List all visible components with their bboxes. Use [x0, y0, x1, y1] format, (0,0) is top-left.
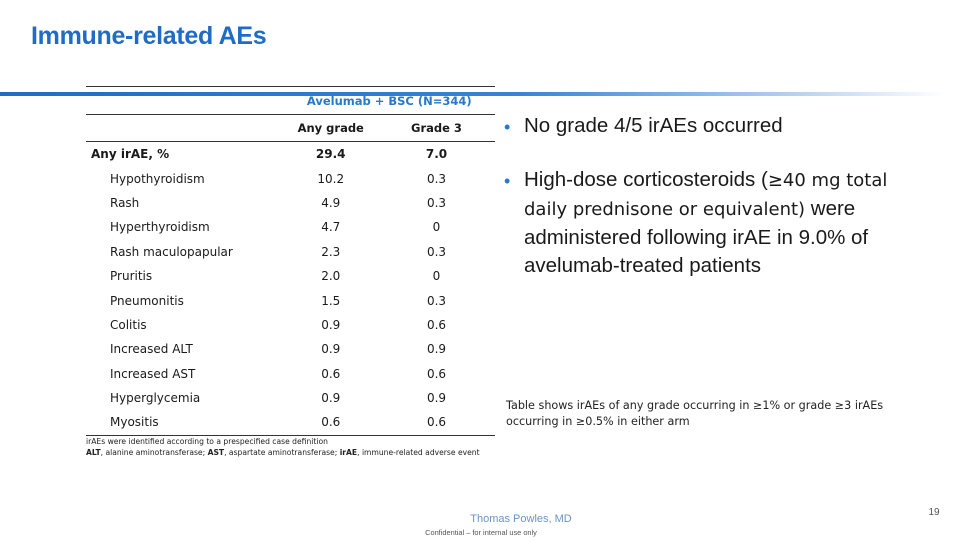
footnote-definition: irAEs were identified according to a pre…: [86, 437, 328, 446]
arm-header: Avelumab + BSC (N=344): [283, 86, 495, 115]
grade3-value: 0.6: [426, 317, 447, 332]
table-row: Pruritis 2.0 0: [86, 264, 495, 288]
table-row: Rash maculopapular 2.3 0.3: [86, 240, 495, 264]
grade3-value: 7.0: [425, 147, 448, 162]
bullet-item: • High-dose corticosteroids (≥40 mg tota…: [504, 166, 894, 280]
any-grade-value: 2.0: [321, 269, 341, 284]
row-label: Hypothyroidism: [110, 171, 205, 186]
column-header-label: [86, 114, 284, 142]
slide-title: Immune-related AEs: [31, 22, 267, 50]
table-row: Colitis 0.9 0.6: [86, 313, 495, 337]
bullet-dot-icon: •: [504, 171, 511, 191]
table-footnote: irAEs were identified according to a pre…: [86, 436, 516, 458]
bullet-text: No grade 4/5 irAEs occurred: [524, 114, 783, 137]
abbr-term: AST: [207, 448, 225, 457]
table-arm-header-row: Avelumab + BSC (N=344): [86, 86, 495, 115]
any-grade-value: 4.9: [321, 195, 341, 210]
grade3-value: 0.9: [426, 342, 447, 357]
bullet-dot-icon: •: [504, 117, 511, 137]
confidential-notice: Confidential – for internal use only: [425, 528, 537, 537]
footnote-abbreviations: ALT, alanine aminotransferase; AST, aspa…: [86, 447, 516, 458]
abbr-term: irAE: [339, 448, 358, 457]
table-column-header-row: Any grade Grade 3: [86, 114, 495, 142]
row-label: Colitis: [110, 317, 147, 332]
column-header-grade3: Grade 3: [377, 114, 495, 142]
bullet-list: • No grade 4/5 irAEs occurred • High-dos…: [504, 112, 894, 304]
table-row: Myositis 0.6 0.6: [86, 410, 495, 436]
row-label: Pruritis: [110, 269, 153, 284]
table-row: Increased AST 0.6 0.6: [86, 362, 495, 386]
column-header-any-grade: Any grade: [283, 114, 378, 142]
row-label: Myositis: [86, 410, 284, 436]
grade3-value: 0.6: [377, 410, 495, 436]
grade3-value: 0.3: [426, 195, 447, 210]
any-grade-value: 0.9: [321, 342, 341, 357]
row-label: Rash: [110, 195, 140, 210]
any-grade-value: 0.9: [321, 317, 341, 332]
bullet-item: • No grade 4/5 irAEs occurred: [504, 112, 894, 142]
row-label: Pneumonitis: [110, 293, 184, 308]
row-label: Hyperthyroidism: [110, 220, 210, 235]
irae-table: Avelumab + BSC (N=344) Any grade Grade 3…: [86, 86, 495, 436]
grade3-value: 0.9: [426, 391, 447, 406]
table-row: Pneumonitis 1.5 0.3: [86, 288, 495, 312]
table-row: Rash 4.9 0.3: [86, 191, 495, 215]
bullet-text: High-dose corticosteroids (≥40 mg total …: [524, 166, 894, 280]
table-row: Increased ALT 0.9 0.9: [86, 337, 495, 361]
abbr-term: ALT: [86, 448, 101, 457]
grade3-value: 0.3: [426, 171, 447, 186]
abbr-definition: , immune-related adverse event: [357, 448, 480, 457]
any-grade-value: 0.6: [283, 410, 378, 436]
page-number: 19: [928, 507, 940, 518]
bullet-text-pre: High-dose corticosteroids (: [524, 168, 768, 191]
grade3-value: 0.3: [426, 244, 447, 259]
any-grade-value: 10.2: [317, 171, 345, 186]
grade3-value: 0.6: [426, 366, 447, 381]
grade3-value: 0: [432, 220, 441, 235]
grade3-value: 0.3: [426, 293, 447, 308]
any-grade-value: 0.6: [321, 366, 341, 381]
abbr-definition: , aspartate aminotransferase;: [224, 448, 340, 457]
any-grade-value: 2.3: [321, 244, 341, 259]
bullet-text-post: were administered following irAE in 9.0%…: [524, 197, 869, 277]
row-label: Any irAE, %: [91, 147, 170, 162]
table-note: Table shows irAEs of any grade occurring…: [506, 399, 884, 428]
presenter-name: Thomas Powles, MD: [470, 513, 572, 525]
row-label: Hyperglycemia: [110, 391, 201, 406]
any-grade-value: 0.9: [321, 391, 341, 406]
row-label: Increased ALT: [110, 342, 193, 357]
abbr-definition: , alanine aminotransferase;: [100, 448, 208, 457]
table-row: Hyperglycemia 0.9 0.9: [86, 386, 495, 410]
grade3-value: 0: [432, 269, 441, 284]
table-row: Hypothyroidism 10.2 0.3: [86, 166, 495, 190]
row-label: Increased AST: [110, 366, 196, 381]
table-row: Any irAE, % 29.4 7.0: [86, 142, 495, 167]
any-grade-value: 29.4: [315, 147, 346, 162]
bullet-text-dose: ≥40 mg total daily prednisone or equival…: [524, 170, 888, 220]
any-grade-value: 4.7: [321, 220, 341, 235]
row-label: Rash maculopapular: [110, 244, 233, 259]
table-row: Hyperthyroidism 4.7 0: [86, 215, 495, 239]
any-grade-value: 1.5: [321, 293, 341, 308]
